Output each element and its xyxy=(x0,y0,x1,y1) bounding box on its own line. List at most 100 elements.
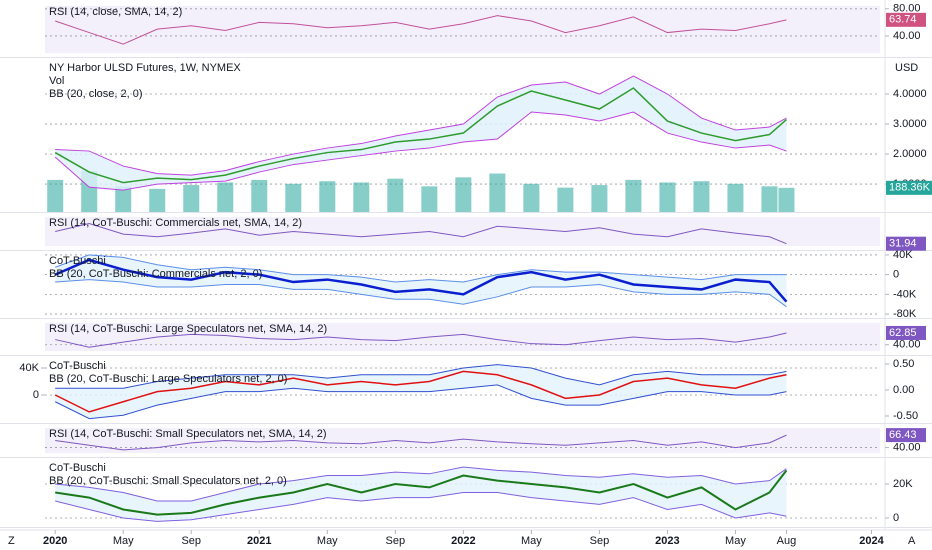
volume-bar xyxy=(625,179,642,212)
pane-background xyxy=(45,428,880,453)
volume-bar xyxy=(591,185,608,212)
x-tick-label: May xyxy=(113,535,134,547)
legend-text: RSI (14, CoT-Buschi: Small Speculators n… xyxy=(49,428,327,440)
legend-text: CoT-Buschi xyxy=(49,360,106,372)
scale-button[interactable]: Z xyxy=(8,535,15,547)
series-line xyxy=(54,258,788,303)
band-line xyxy=(55,492,787,522)
y-tick-label: 40.00 xyxy=(893,441,921,453)
volume-bar xyxy=(183,185,200,212)
y-tick-label: 20K xyxy=(893,478,913,490)
band-line xyxy=(55,364,787,389)
band-fill xyxy=(55,467,787,522)
legend-text: BB (20, CoT-Buschi: Small Speculators ne… xyxy=(49,475,287,487)
band-line xyxy=(55,75,787,176)
legend-text: BB (20, close, 2, 0) xyxy=(49,88,143,100)
pane-background xyxy=(45,323,880,351)
volume-bar xyxy=(149,188,166,212)
legend-text: CoT-Buschi xyxy=(49,255,106,267)
band-fill xyxy=(55,76,787,191)
series-line xyxy=(55,434,787,451)
legend-text: BB (20, CoT-Buschi: Commercials net, 2, … xyxy=(49,268,262,280)
legend-text: NY Harbor ULSD Futures, 1W, NYMEX xyxy=(49,62,241,74)
y2-tick-label: 0.00 xyxy=(893,384,914,396)
volume-bar xyxy=(421,186,438,212)
value-badge-label: 31.94 xyxy=(889,238,917,250)
series-line xyxy=(54,87,787,184)
y2-tick-label: -0.50 xyxy=(893,410,918,422)
x-tick-label: May xyxy=(725,535,746,547)
series-line xyxy=(55,223,787,245)
pane-background xyxy=(45,217,880,246)
band-line xyxy=(55,254,787,283)
y-tick-label: 40K xyxy=(893,249,913,261)
x-tick-label: Sep xyxy=(181,535,201,547)
volume-bar xyxy=(693,181,710,212)
y-tick-label: 3.0000 xyxy=(893,118,927,130)
y-tick-label: 80.00 xyxy=(893,3,921,15)
volume-bar xyxy=(778,187,795,212)
y-tick-label: 2.0000 xyxy=(893,148,927,160)
band-line xyxy=(54,384,787,420)
x-tick-label: Aug xyxy=(777,535,797,547)
volume-bar xyxy=(455,177,472,212)
legend-text: CoT-Buschi xyxy=(49,462,106,474)
volume-bar xyxy=(659,182,676,212)
y-tick-label: 40K xyxy=(19,362,39,374)
unit-label: USD xyxy=(895,62,918,74)
x-tick-label: 2021 xyxy=(247,535,271,547)
value-badge-label: 188.36K xyxy=(889,182,931,194)
x-tick-label: 2024 xyxy=(859,535,884,547)
band-line xyxy=(55,279,787,308)
auto-button[interactable]: A xyxy=(908,535,916,547)
volume-bar xyxy=(387,178,404,212)
series-line xyxy=(55,469,788,516)
series-line xyxy=(55,15,787,45)
legend-text: RSI (14, CoT-Buschi: Large Speculators n… xyxy=(49,323,327,335)
volume-bar xyxy=(115,186,132,212)
y-tick-label: 0 xyxy=(893,269,899,281)
volume-bar xyxy=(523,183,540,212)
x-tick-label: 2022 xyxy=(451,535,475,547)
y-tick-label: 0 xyxy=(893,512,899,524)
y-tick-label: 40.00 xyxy=(893,30,921,42)
x-tick-label: 2023 xyxy=(655,535,679,547)
band-fill xyxy=(55,254,787,307)
x-tick-label: May xyxy=(317,535,338,547)
value-badge-label: 62.85 xyxy=(889,327,917,339)
y-tick-label: 4.0000 xyxy=(893,88,927,100)
volume-bar xyxy=(217,182,234,212)
value-badge xyxy=(886,236,926,251)
y-tick-label: 0 xyxy=(33,389,39,401)
legend-text: Vol xyxy=(49,75,64,87)
volume-bar xyxy=(251,179,268,212)
value-badge xyxy=(886,180,932,195)
legend-text: RSI (14, CoT-Buschi: Commercials net, SM… xyxy=(49,217,302,229)
series-line xyxy=(54,370,787,413)
value-badge xyxy=(886,325,926,340)
band-line xyxy=(55,466,787,502)
legend-text: BB (20, CoT-Buschi: Large Speculators ne… xyxy=(49,373,287,385)
value-badge xyxy=(886,428,926,443)
x-tick-label: 2020 xyxy=(43,535,67,547)
volume-bar xyxy=(353,182,370,212)
volume-bar xyxy=(557,187,574,212)
volume-bar xyxy=(285,183,302,212)
volume-bar xyxy=(727,183,744,212)
value-badge-label: 63.74 xyxy=(889,14,917,26)
volume-bar xyxy=(761,186,778,212)
legend-text: RSI (14, close, SMA, 14, 2) xyxy=(49,6,182,18)
value-badge xyxy=(886,12,926,27)
y-tick-label: -40K xyxy=(893,288,917,300)
y-tick-label: -80K xyxy=(893,308,917,320)
x-tick-label: Sep xyxy=(590,535,610,547)
value-badge-label: 66.43 xyxy=(889,429,917,441)
x-tick-label: May xyxy=(521,535,542,547)
y-tick-label: 40.00 xyxy=(893,339,921,351)
series-line xyxy=(55,332,787,348)
volume-bar xyxy=(319,181,336,212)
volume-bar xyxy=(47,179,64,212)
y2-tick-label: 0.50 xyxy=(893,358,914,370)
band-line xyxy=(54,111,787,191)
